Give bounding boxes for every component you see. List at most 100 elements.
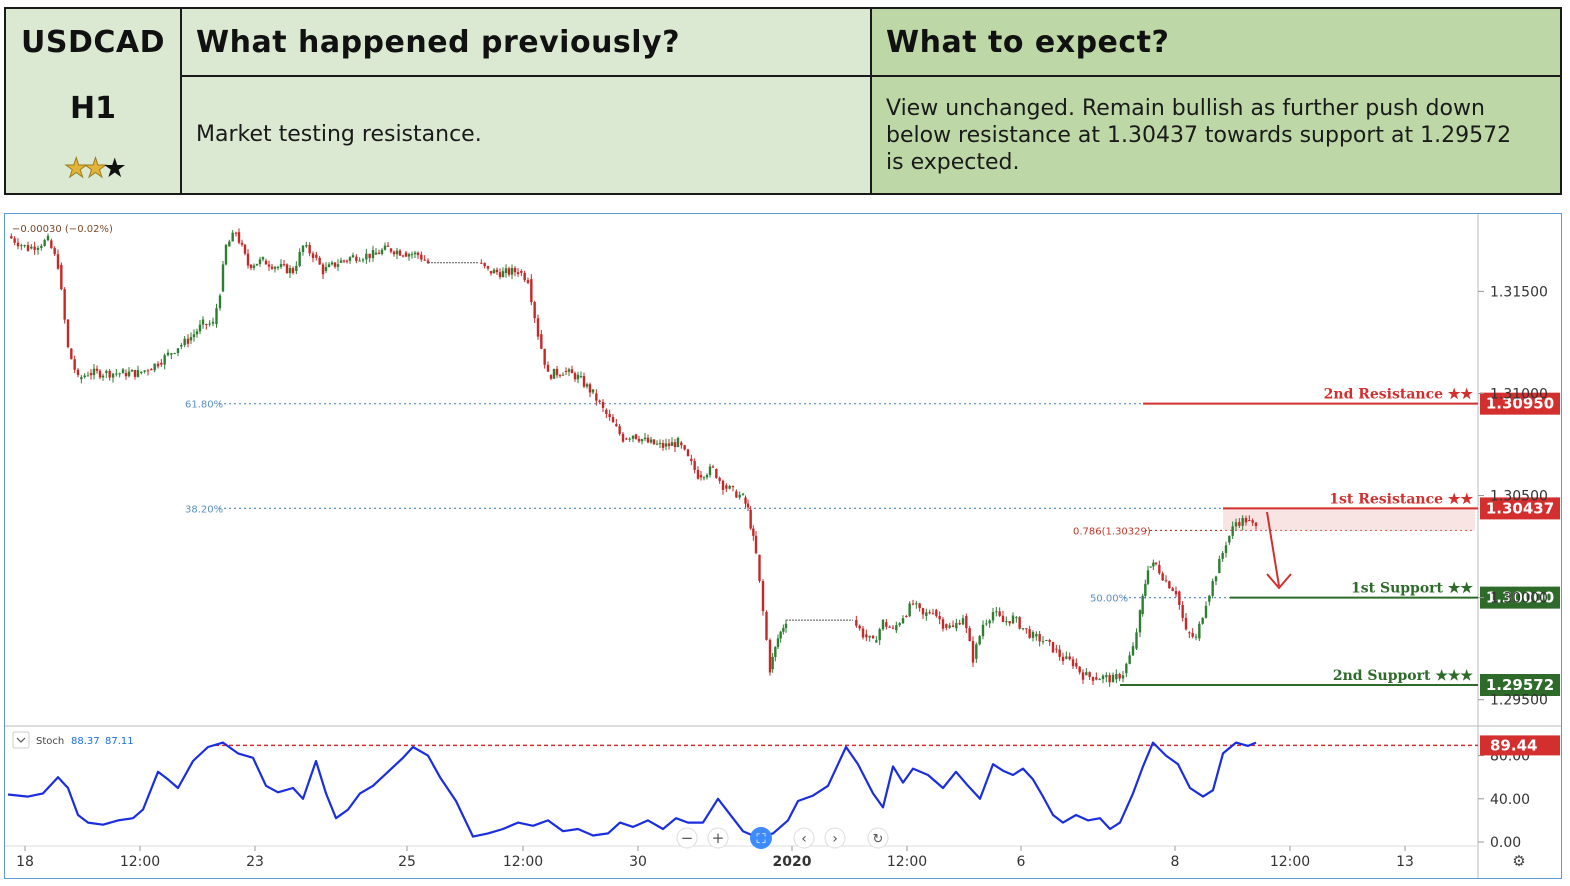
candle-body: [1238, 522, 1241, 526]
candle-body: [1065, 656, 1068, 659]
candle-body: [1048, 640, 1051, 642]
scroll-left-button[interactable]: [793, 827, 815, 849]
candle-body: [1075, 662, 1078, 667]
candle-body: [640, 439, 644, 442]
candle-body: [915, 603, 918, 605]
candle-body: [1221, 552, 1224, 559]
candle-body: [765, 611, 768, 640]
zoom-out-button[interactable]: [676, 827, 698, 849]
candle-body: [628, 438, 631, 440]
support-1-label: 1st Support ★★: [1351, 581, 1473, 597]
candle-body: [198, 324, 202, 332]
candle-body: [690, 458, 693, 462]
candle-body: [925, 612, 928, 616]
candle-body: [108, 370, 111, 378]
candle-body: [1158, 564, 1161, 574]
candle-body: [658, 443, 662, 445]
candle-body: [965, 616, 968, 629]
candle-body: [374, 252, 378, 255]
candle-body: [1055, 648, 1058, 650]
candle-body: [715, 469, 718, 478]
candle-body: [761, 580, 765, 612]
candle-body: [540, 334, 543, 349]
candle-body: [1146, 570, 1150, 584]
stoch-d-value: 87.11: [105, 736, 134, 747]
candle-body: [1188, 632, 1191, 634]
chart-svg: −0.00030 (−0.02%) 61.80% 38.20% 50.00% 0.78…: [5, 214, 1561, 878]
fib-label: 61.80%: [185, 400, 223, 411]
candle-body: [288, 268, 292, 274]
resistance-2-label: 2nd Resistance ★★: [1324, 387, 1474, 403]
candle-body: [336, 264, 340, 267]
candle-body: [1161, 573, 1164, 581]
candle-body: [224, 244, 228, 265]
candle-body: [60, 264, 63, 290]
candle-body: [1108, 675, 1111, 683]
price-tick-label: 1.31500: [1490, 284, 1548, 300]
zoom-in-button[interactable]: [707, 827, 729, 849]
gear-icon[interactable]: ⚙: [1512, 852, 1525, 870]
candle-body: [95, 368, 99, 371]
candle-body: [725, 485, 728, 489]
candle-body: [291, 268, 295, 274]
candle-body: [1138, 610, 1142, 633]
fib-levels: 61.80% 38.20% 50.00% 0.786(1.30329): [185, 400, 1475, 605]
refresh-button[interactable]: [867, 827, 889, 849]
candle-body: [938, 616, 941, 620]
candle-body: [76, 369, 80, 375]
candle-body: [955, 622, 958, 629]
candle-body: [988, 620, 991, 624]
candle-body: [1061, 656, 1065, 662]
candle-body: [634, 434, 638, 439]
candle-body: [351, 255, 355, 258]
candle-body: [582, 376, 586, 387]
candle-body: [871, 635, 875, 639]
candle-body: [895, 625, 898, 631]
time-tick-label: 12:00: [503, 854, 543, 870]
candle-body: [156, 363, 160, 367]
reset-zoom-button[interactable]: [750, 827, 772, 849]
candle-body: [1174, 590, 1178, 595]
candle-body: [558, 375, 562, 377]
resistance-1-label: 1st Resistance ★★: [1329, 491, 1473, 507]
candle-body: [731, 485, 735, 488]
candle-body: [1081, 672, 1085, 680]
candle-body: [389, 248, 393, 252]
candle-body: [264, 260, 268, 265]
candle-body: [1224, 545, 1228, 553]
expect-line: below resistance at 1.30437 towards supp…: [886, 123, 1512, 148]
chevron-left-icon: ‹: [801, 831, 807, 847]
candle-body: [176, 348, 180, 354]
candle-body: [1101, 675, 1105, 680]
candle-body: [1005, 621, 1008, 623]
candle-body: [595, 393, 598, 401]
candle-body: [311, 253, 315, 259]
price-chart[interactable]: −0.00030 (−0.02%) 61.80% 38.20% 50.00% 0.78…: [4, 213, 1562, 879]
scroll-right-button[interactable]: [824, 827, 846, 849]
candle-body: [1015, 617, 1018, 619]
candle-body: [258, 259, 262, 264]
candle-body: [555, 368, 559, 376]
candle-body: [1214, 576, 1218, 582]
refresh-icon: ↻: [873, 832, 884, 847]
star-filled-icon: ★: [83, 153, 108, 185]
candle-body: [46, 235, 50, 241]
symbol-label: USDCAD: [20, 25, 165, 60]
candle-body: [305, 244, 308, 247]
candle-body: [961, 618, 965, 625]
collapse-toggle[interactable]: [12, 731, 30, 749]
candle-body: [782, 628, 785, 632]
candle-body: [136, 370, 140, 377]
candle-body: [921, 608, 925, 615]
candle-body: [708, 466, 712, 475]
candle-body: [66, 319, 70, 348]
candle-body: [561, 374, 565, 376]
candle-body: [1115, 673, 1118, 680]
resistance-2-price-value: 1.30950: [1486, 395, 1554, 413]
candle-body: [885, 622, 888, 627]
time-tick-label: 13: [1396, 854, 1414, 870]
candle-body: [738, 494, 741, 498]
candle-body: [591, 389, 595, 393]
candle-body: [36, 247, 40, 250]
candle-body: [295, 265, 298, 271]
